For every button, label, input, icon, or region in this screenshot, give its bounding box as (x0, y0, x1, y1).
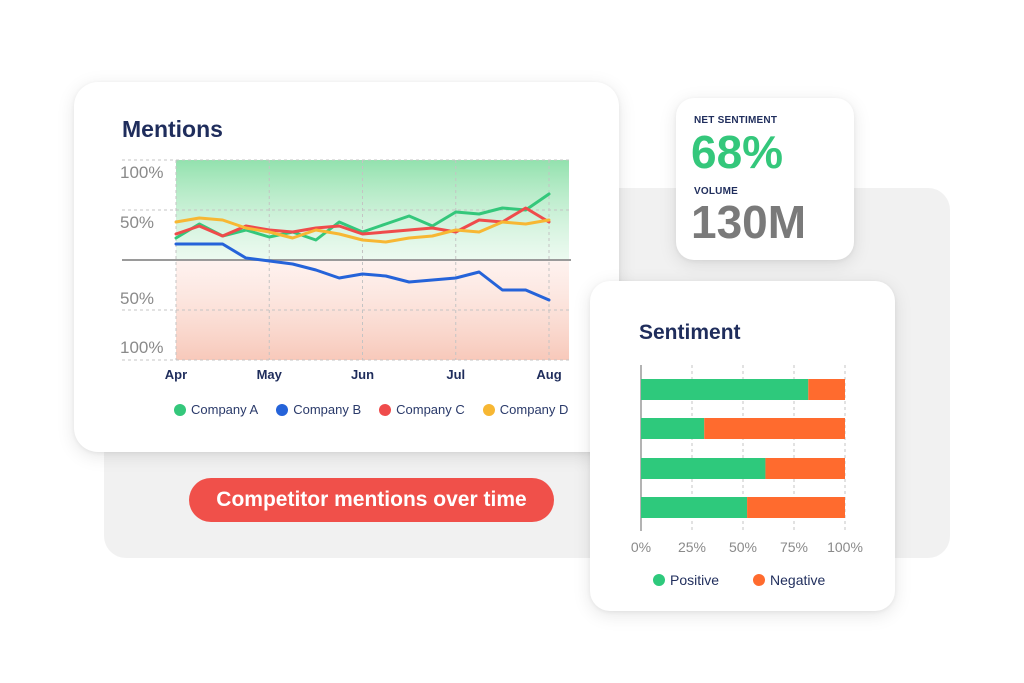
caption-pill: Competitor mentions over time (189, 478, 554, 522)
legend-label: Company C (396, 402, 465, 417)
y-tick-label: 50% (120, 289, 154, 308)
mentions-chart: 100% 50% 50% 100% Apr May Jun Jul Aug (120, 159, 571, 382)
sentiment-title: Sentiment (639, 321, 741, 344)
mentions-x-axis: Apr May Jun Jul Aug (165, 367, 562, 382)
bar-negative (765, 458, 845, 479)
sentiment-legend: Positive Negative (653, 572, 859, 588)
x-tick-label: 25% (678, 539, 706, 555)
legend-item-company-a: Company A (174, 402, 258, 417)
bar-negative (808, 379, 845, 400)
legend-item-company-b: Company B (276, 402, 361, 417)
x-tick-label: 100% (827, 539, 863, 555)
bar-negative (747, 497, 845, 518)
y-tick-label: 100% (120, 163, 163, 182)
legend-swatch (653, 574, 665, 586)
mentions-series (174, 192, 551, 302)
x-tick-label-jun: Jun (351, 367, 374, 382)
bar-positive (641, 497, 748, 518)
legend-label: Company D (499, 402, 569, 417)
sentiment-bars (641, 379, 845, 518)
volume-label: VOLUME (694, 186, 738, 197)
legend-item-company-c: Company C (379, 402, 465, 417)
y-tick-label: 50% (120, 213, 154, 232)
mentions-legend: Company A Company B Company C Company D (174, 402, 586, 417)
sentiment-chart: 0% 25% 50% 75% 100% (631, 365, 863, 555)
x-tick-label-apr: Apr (165, 367, 187, 382)
net-sentiment-label: NET SENTIMENT (694, 115, 778, 126)
legend-swatch (174, 403, 186, 416)
mentions-title: Mentions (122, 116, 223, 142)
sentiment-x-axis: 0% 25% 50% 75% 100% (631, 539, 863, 555)
legend-label: Company B (293, 402, 362, 417)
series-line-company-c (174, 206, 551, 238)
legend-swatch (379, 403, 392, 416)
positive-zone (176, 160, 569, 260)
x-tick-label: 50% (729, 539, 757, 555)
bar-positive (641, 379, 809, 400)
legend-label: Negative (770, 572, 826, 588)
net-sentiment-value: 68% (691, 126, 784, 178)
sentiment-card: Sentiment 0% 25% 50% 75% 100% Positive Negati… (590, 281, 895, 611)
negative-zone (176, 260, 569, 360)
series-line-company-b (174, 242, 551, 302)
legend-swatch (753, 574, 766, 586)
legend-item-company-d: Company D (482, 402, 569, 417)
legend-label: Positive (670, 572, 720, 588)
volume-value: 130M (691, 196, 807, 248)
x-tick-label-may: May (257, 367, 283, 382)
legend-label: Company A (191, 402, 259, 417)
series-line-company-a (174, 192, 551, 242)
legend-item-negative: Negative (753, 572, 825, 588)
mentions-y-axis: 100% 50% 50% 100% (120, 163, 163, 357)
mentions-card: Mentions 100% 50% 50% 100% Apr May Jun Jul Aug … (74, 82, 619, 452)
legend-swatch (276, 403, 289, 416)
y-tick-label: 100% (120, 338, 163, 357)
x-tick-label-jul: Jul (446, 367, 465, 382)
bar-negative (704, 418, 845, 439)
series-line-company-d (174, 216, 551, 244)
x-tick-label: 0% (631, 539, 651, 555)
legend-item-positive: Positive (653, 572, 719, 588)
legend-swatch (482, 403, 495, 416)
bar-positive (641, 418, 705, 439)
x-tick-label: 75% (780, 539, 808, 555)
x-tick-label-aug: Aug (536, 367, 561, 382)
bar-positive (641, 458, 766, 479)
kpi-card: NET SENTIMENT 68% VOLUME 130M (676, 98, 854, 260)
